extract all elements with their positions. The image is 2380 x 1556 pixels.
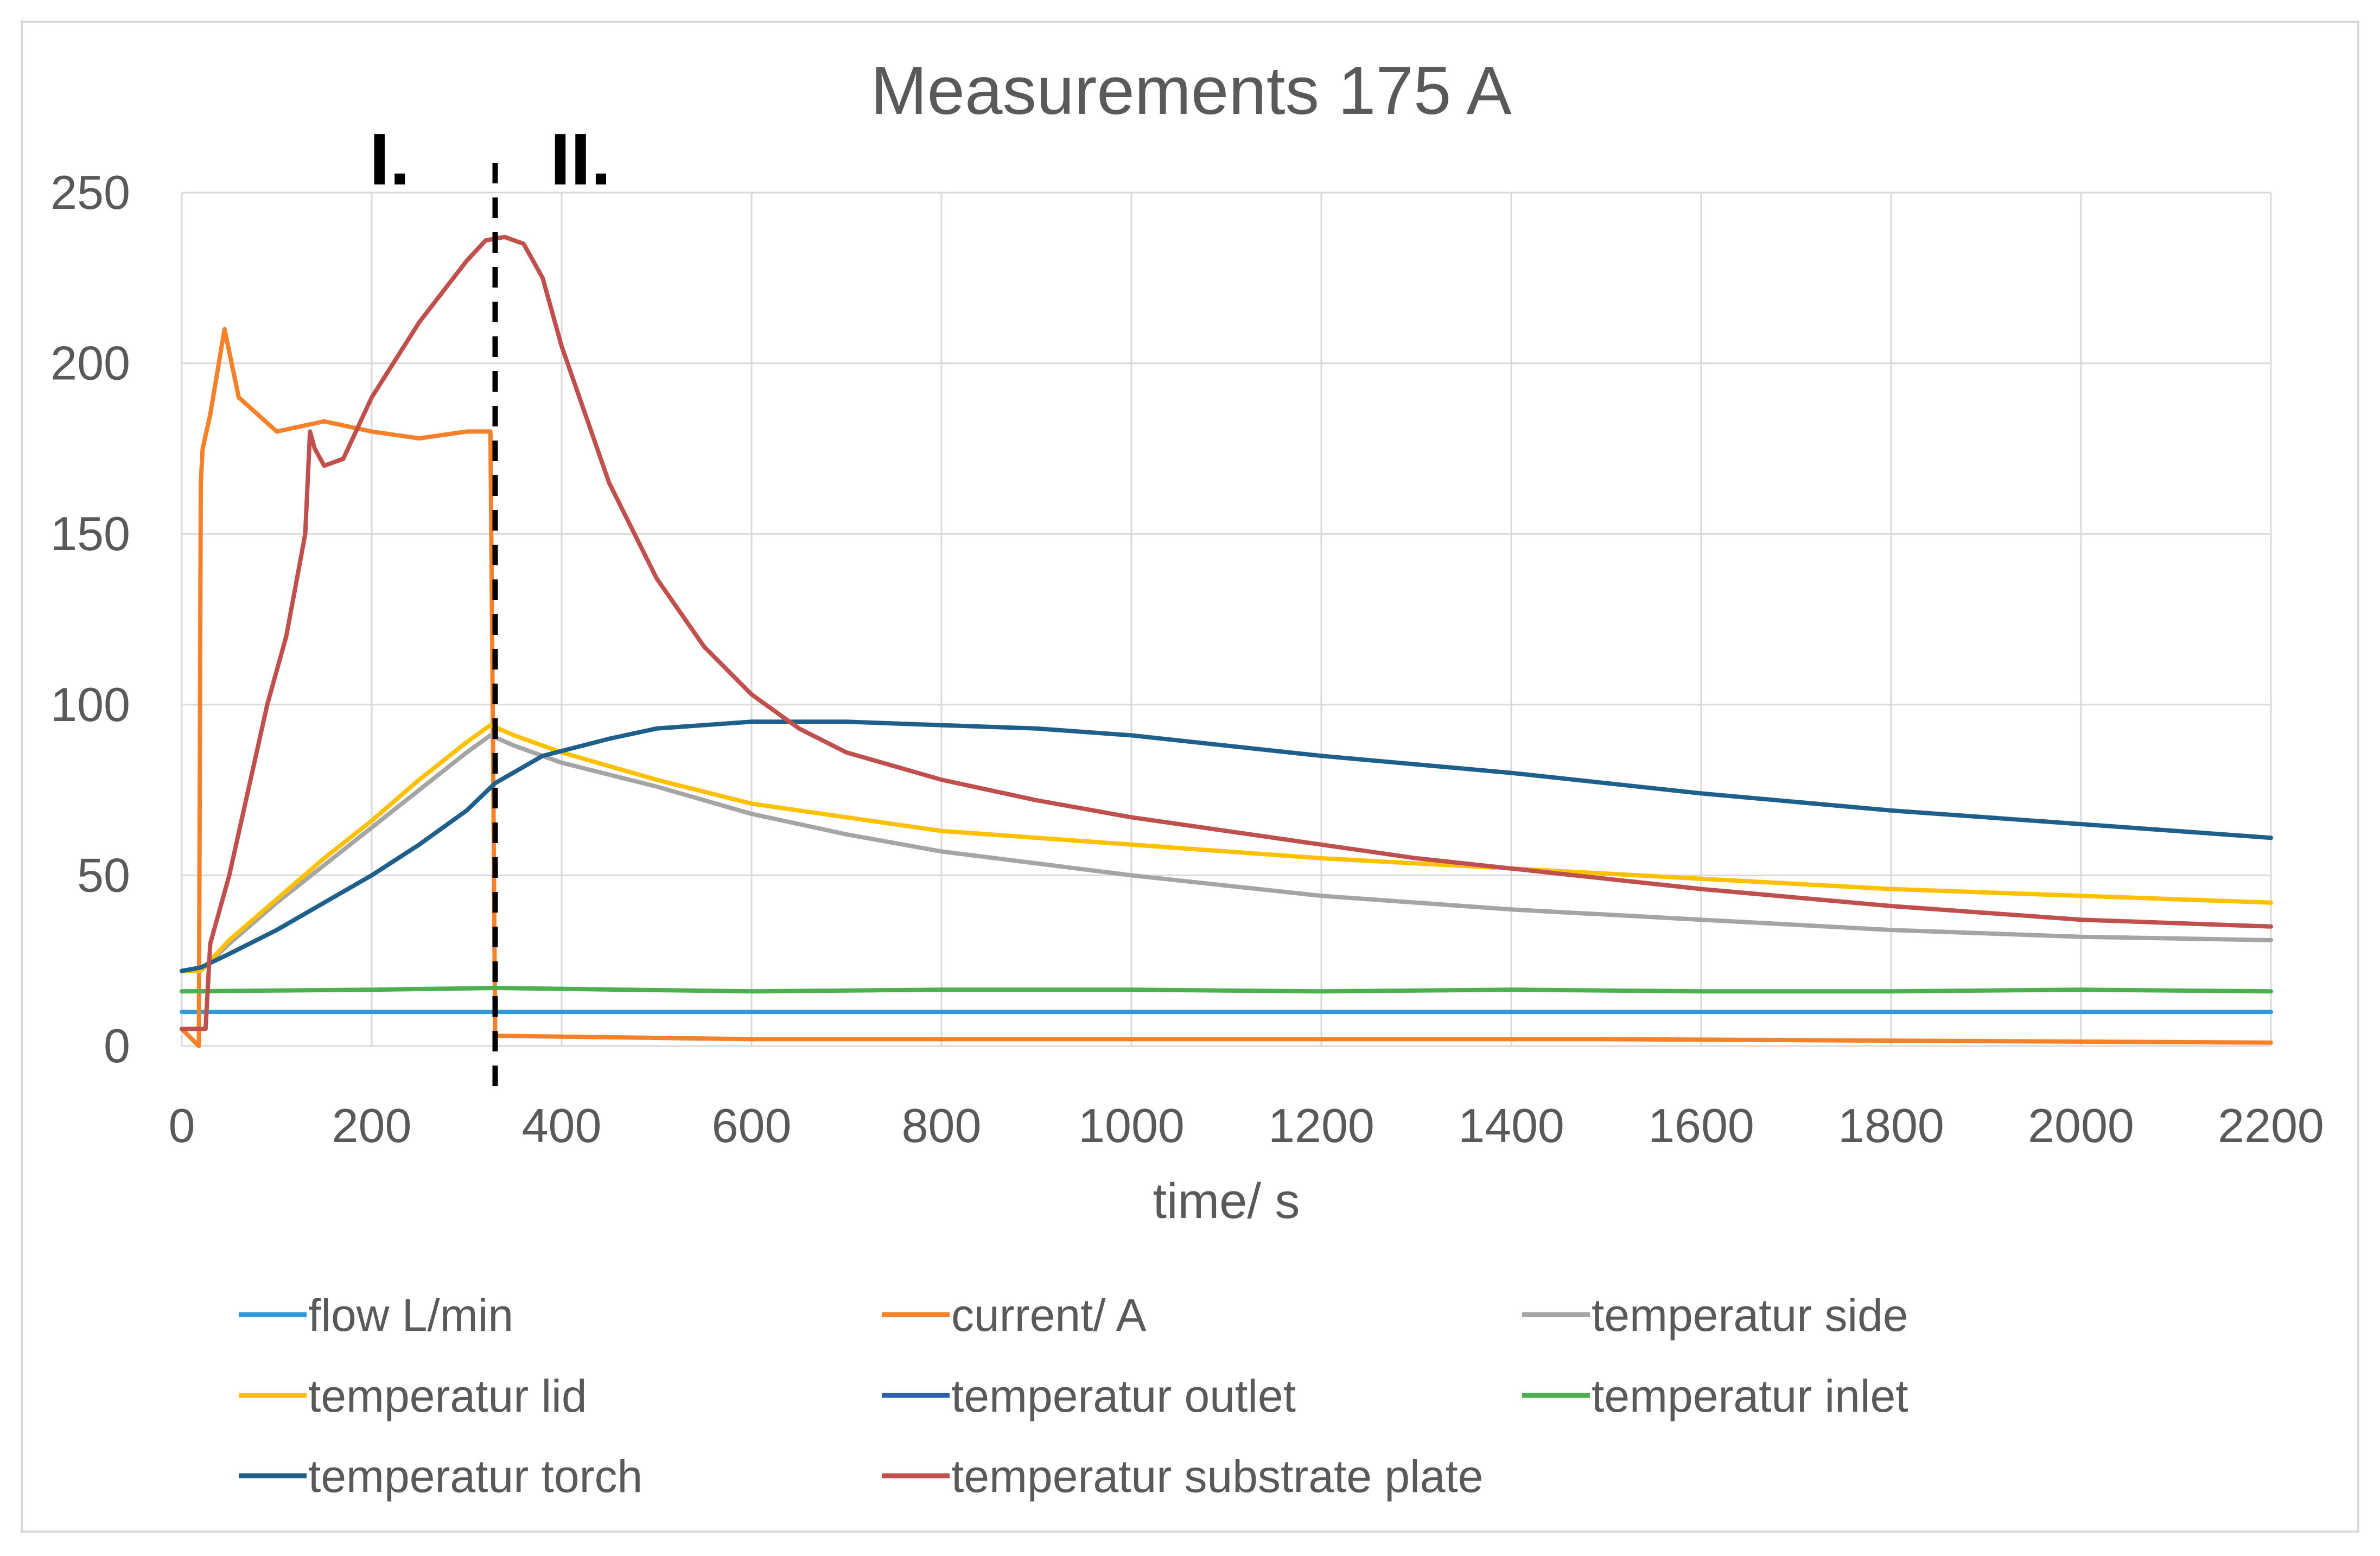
phase-label-1: I. <box>369 118 410 200</box>
x-tick-label: 2000 <box>2028 1099 2134 1152</box>
x-tick-label: 1200 <box>1268 1099 1374 1152</box>
legend-label-4: temperatur outlet <box>951 1370 1296 1421</box>
x-tick-label: 1800 <box>1838 1099 1944 1152</box>
y-tick-label: 0 <box>104 1019 130 1073</box>
chart-border <box>21 21 2359 1533</box>
legend-label-0: flow L/min <box>308 1290 513 1341</box>
legend-label-7: temperatur substrate plate <box>951 1451 1484 1502</box>
series-line-3 <box>180 723 2273 973</box>
series-line-1 <box>180 327 2273 1048</box>
axes: 0 50 100 150 200 250 0 200 400 600 800 1000 1200 1400… <box>50 165 2324 1152</box>
series-line-7 <box>180 234 2273 1031</box>
series-line-6 <box>180 719 2273 973</box>
series-lines <box>180 234 2273 1048</box>
legend-label-2: temperatur side <box>1592 1290 1908 1341</box>
legend-label-6: temperatur torch <box>308 1451 642 1502</box>
x-tick-label: 200 <box>332 1099 412 1152</box>
phase-annotations: I. II. <box>369 118 611 1099</box>
x-tick-label: 1000 <box>1078 1099 1185 1152</box>
y-tick-label: 250 <box>50 165 130 219</box>
chart-title: Measurements 175 A <box>870 53 1512 129</box>
x-tick-label: 1600 <box>1648 1099 1754 1152</box>
x-tick-label: 600 <box>712 1099 792 1152</box>
x-axis-label: time/ s <box>1153 1174 1300 1229</box>
y-tick-label: 150 <box>50 507 130 560</box>
gridlines <box>181 192 2272 1047</box>
y-tick-label: 100 <box>50 678 130 731</box>
x-tick-label: 1400 <box>1458 1099 1564 1152</box>
x-tick-label: 0 <box>169 1099 195 1152</box>
legend-label-1: current/ A <box>951 1290 1147 1341</box>
series-line-2 <box>180 733 2273 973</box>
legend-label-3: temperatur lid <box>308 1370 587 1421</box>
series-line-5 <box>180 986 2273 994</box>
legend: flow L/min current/ A temperatur side tempe… <box>239 1290 1908 1502</box>
x-tick-label: 2200 <box>2218 1099 2324 1152</box>
legend-label-5: temperatur inlet <box>1592 1370 1908 1421</box>
y-tick-label: 50 <box>77 848 130 902</box>
x-tick-label: 400 <box>522 1099 602 1152</box>
y-tick-label: 200 <box>50 336 130 390</box>
phase-label-2: II. <box>550 118 612 200</box>
x-tick-label: 800 <box>902 1099 982 1152</box>
